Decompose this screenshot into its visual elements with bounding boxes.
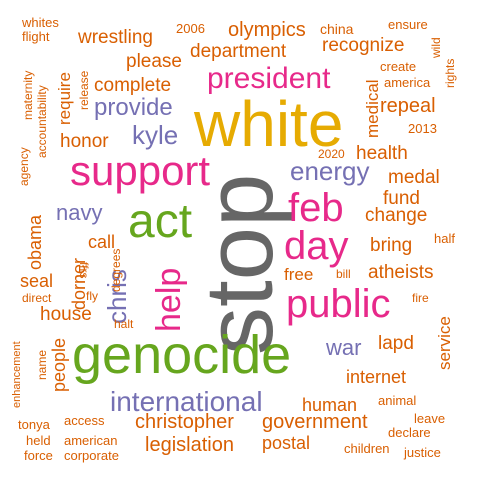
word-help: help bbox=[150, 267, 188, 332]
word-people: people bbox=[49, 337, 69, 392]
word-fire: fire bbox=[412, 291, 429, 305]
word-white: white bbox=[194, 88, 344, 160]
word-public: public bbox=[286, 282, 391, 326]
word-department: department bbox=[190, 41, 287, 62]
word-access: access bbox=[64, 413, 105, 428]
word-american: american bbox=[64, 433, 118, 448]
word-genocide: genocide bbox=[72, 325, 292, 385]
word-america: america bbox=[384, 75, 431, 90]
word-flight: flight bbox=[22, 29, 50, 44]
word-service: service bbox=[435, 316, 454, 370]
word-kyle: kyle bbox=[132, 120, 179, 150]
word-medal: medal bbox=[388, 167, 440, 188]
word-day: day bbox=[284, 224, 349, 268]
word-fund: fund bbox=[383, 188, 420, 209]
word-wild: wild bbox=[429, 37, 443, 58]
word-wrestling: wrestling bbox=[78, 27, 153, 48]
word-house: house bbox=[40, 304, 92, 325]
word-agency: agency bbox=[17, 147, 31, 186]
word-atheists: atheists bbox=[368, 262, 434, 283]
word-leave: leave bbox=[414, 411, 446, 426]
word-force: force bbox=[24, 448, 53, 463]
word-president: president bbox=[207, 62, 331, 95]
word-repeal: repeal bbox=[380, 95, 436, 117]
word-justice: justice bbox=[404, 445, 441, 460]
word-maternity: maternity bbox=[21, 70, 35, 120]
word-tonya: tonya bbox=[18, 417, 50, 432]
word-2020: 2020 bbox=[318, 147, 345, 161]
word-direct: direct bbox=[22, 291, 52, 305]
word-please: please bbox=[126, 51, 182, 72]
word-create: create bbox=[380, 59, 417, 74]
word-legislation: legislation bbox=[145, 434, 234, 456]
word-navy: navy bbox=[56, 200, 103, 225]
word-2013: 2013 bbox=[408, 121, 437, 136]
word-fly: fly bbox=[86, 289, 98, 303]
word-children: children bbox=[344, 441, 390, 456]
word-2006: 2006 bbox=[176, 21, 205, 36]
word-lapd: lapd bbox=[378, 333, 414, 354]
word-enhancement: enhancement bbox=[11, 341, 23, 408]
word-whites: whites bbox=[22, 15, 59, 30]
word-support: support bbox=[70, 147, 211, 194]
word-energy: energy bbox=[290, 156, 370, 186]
word-feb: feb bbox=[288, 186, 344, 230]
word-christopher: christopher bbox=[135, 411, 234, 433]
word-held: held bbox=[26, 433, 51, 448]
word-call: call bbox=[88, 232, 116, 252]
word-ensure: ensure bbox=[388, 17, 428, 32]
word-ffrs: ffrs bbox=[77, 262, 91, 279]
word-china: china bbox=[320, 21, 354, 37]
word-free: free bbox=[284, 265, 314, 284]
word-provide: provide bbox=[94, 94, 173, 121]
word-halt: halt bbox=[114, 317, 134, 331]
word-government: government bbox=[262, 411, 368, 433]
word-require: require bbox=[55, 72, 74, 125]
word-complete: complete bbox=[94, 75, 172, 96]
word-medical: medical bbox=[363, 79, 382, 138]
word-bill: bill bbox=[336, 267, 351, 281]
word-recognize: recognize bbox=[322, 35, 405, 56]
word-corporate: corporate bbox=[64, 448, 119, 463]
word-accountability: accountability bbox=[35, 85, 49, 158]
word-name: name bbox=[35, 349, 49, 380]
word-international: international bbox=[110, 386, 263, 417]
word-health: health bbox=[356, 143, 408, 164]
word-degrees: degrees bbox=[109, 248, 123, 292]
word-half: half bbox=[434, 231, 455, 246]
word-animal: animal bbox=[378, 393, 417, 408]
word-honor: honor bbox=[60, 131, 109, 152]
word-seal: seal bbox=[20, 271, 54, 291]
word-bring: bring bbox=[370, 235, 413, 256]
word-postal: postal bbox=[262, 433, 311, 453]
word-human: human bbox=[302, 395, 358, 415]
word-declare: declare bbox=[388, 425, 431, 440]
word-release: release bbox=[77, 70, 91, 110]
word-act: act bbox=[128, 195, 193, 248]
word-olympics: olympics bbox=[228, 19, 306, 41]
word-obama: obama bbox=[25, 214, 45, 270]
word-internet: internet bbox=[346, 367, 407, 387]
word-war: war bbox=[326, 335, 362, 360]
word-rights: rights bbox=[443, 58, 457, 88]
word-change: change bbox=[365, 205, 428, 226]
